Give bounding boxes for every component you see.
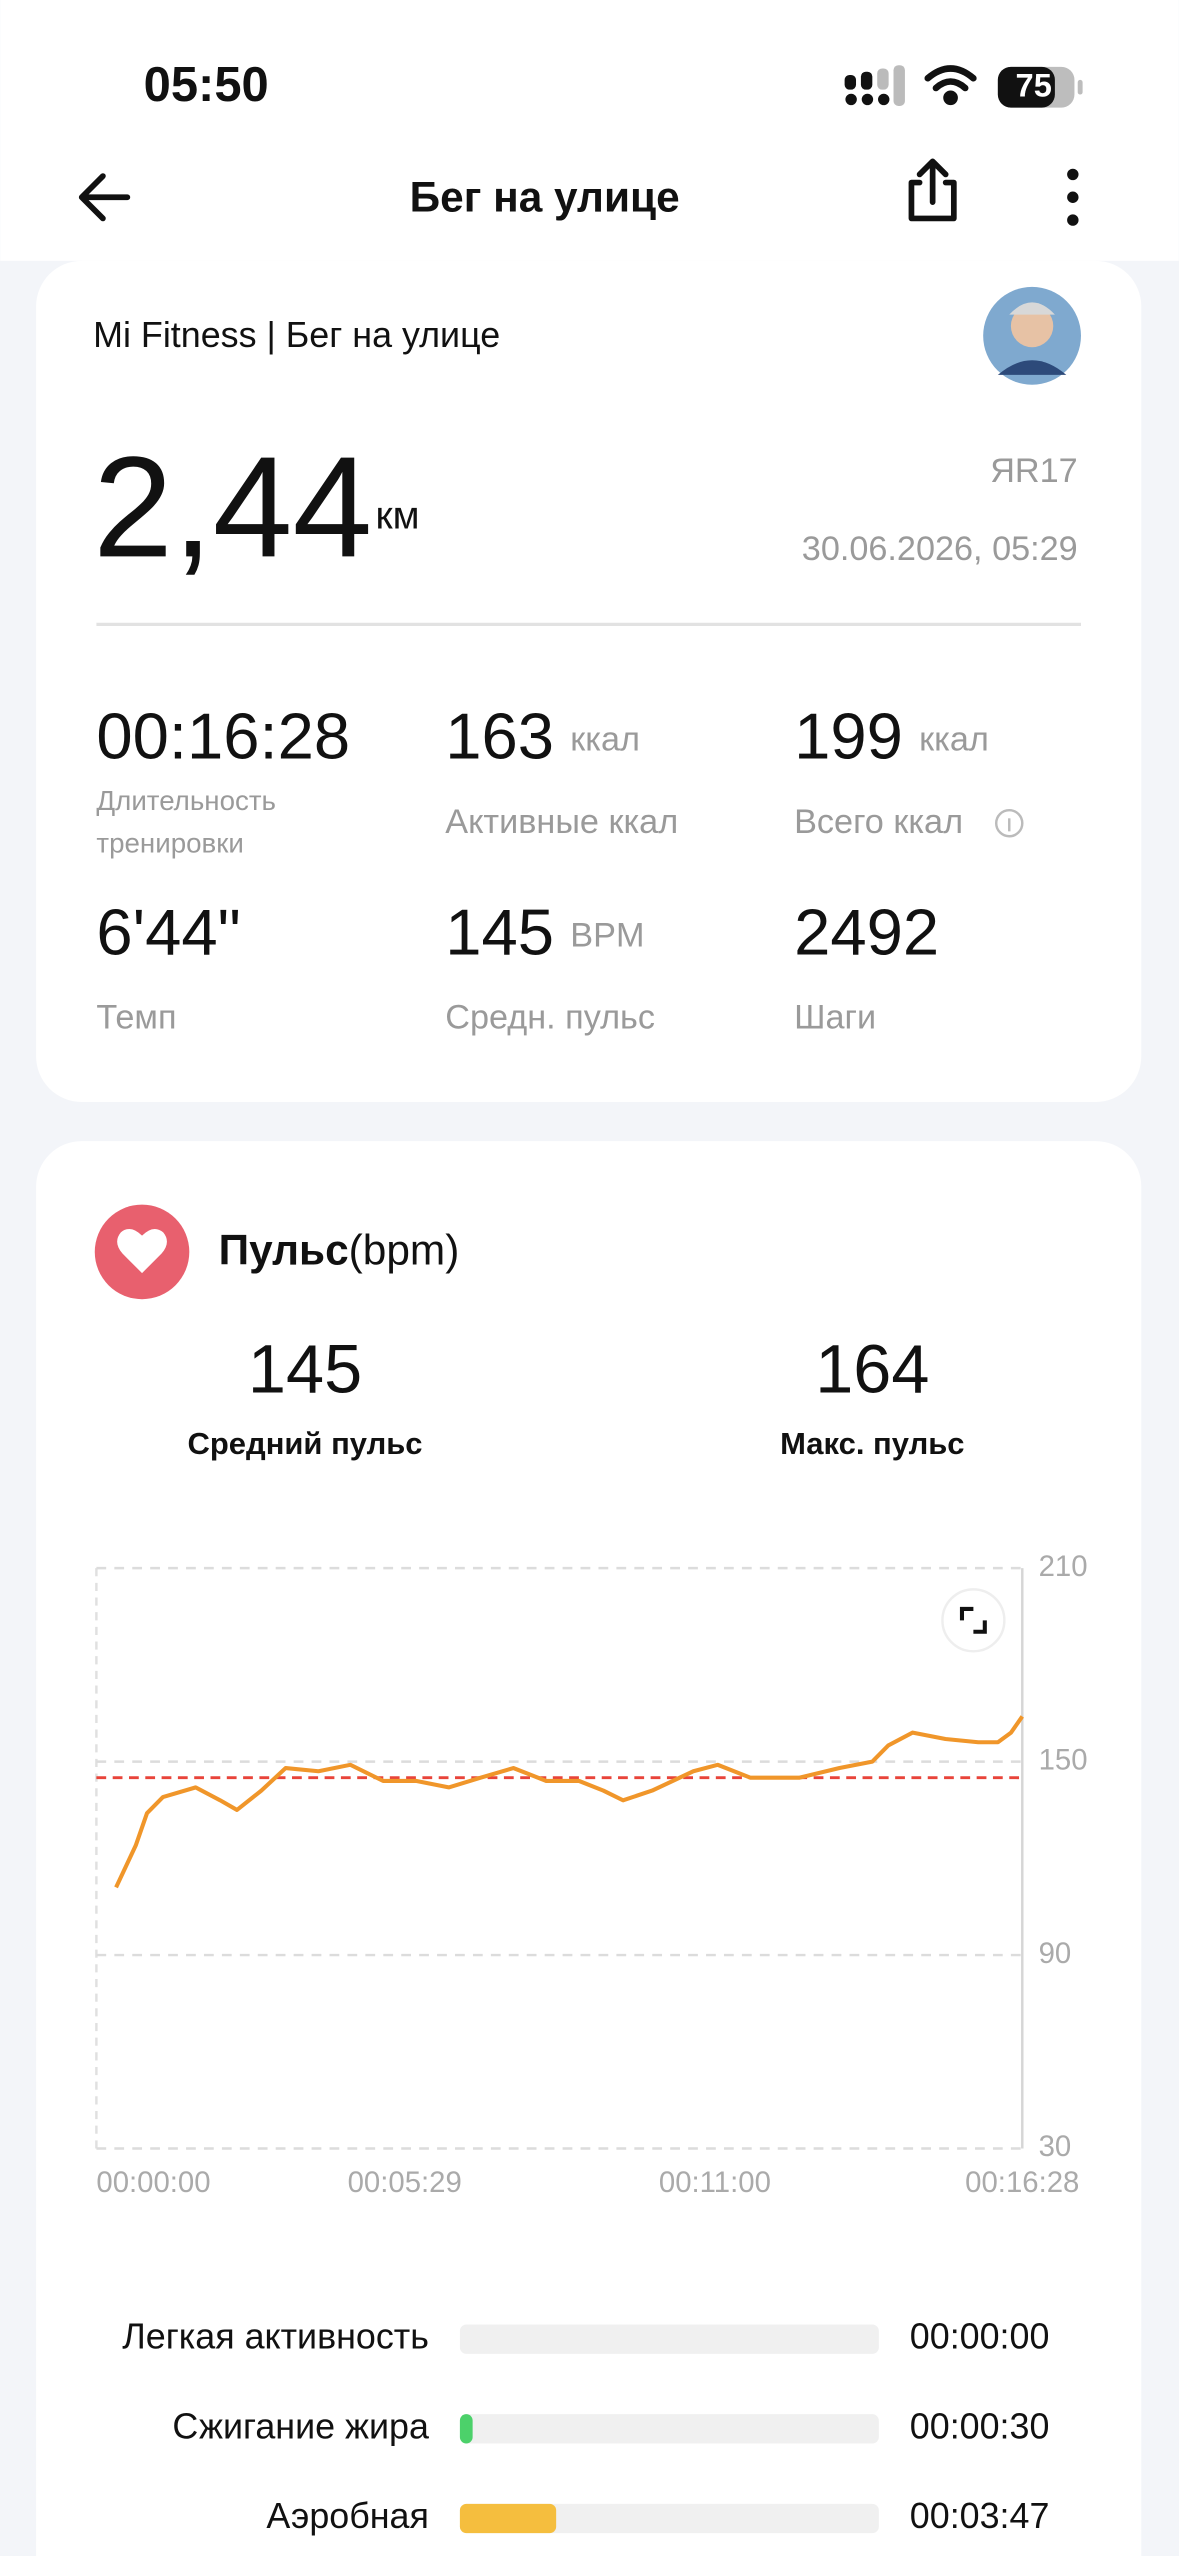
expand-button[interactable] <box>941 1588 1006 1653</box>
stat-label-box: Шаги <box>794 999 877 1037</box>
signal-icon <box>844 65 905 106</box>
x-tick-label: 00:11:00 <box>659 2166 771 2199</box>
stat-number: 6'44" <box>96 896 240 969</box>
x-tick-label: 00:16:28 <box>965 2166 1079 2199</box>
stat-label-box: Активные ккал <box>445 803 679 842</box>
zones: Легкая активность 00:00:00 Сжигание жира 00… <box>122 2317 1049 2536</box>
more-button[interactable] <box>1067 168 1079 226</box>
stat-label: Средн. пульс <box>445 999 656 1037</box>
zone-label: Аэробная <box>266 2496 429 2536</box>
stat-label: Активные ккал <box>445 803 679 842</box>
zone-label: Легкая активность <box>122 2317 429 2357</box>
max-hr-value: 164 <box>815 1330 929 1407</box>
share-button[interactable] <box>908 158 957 222</box>
stats-grid: 00:16:28 Длительность тренировки 163 ккал Ак… <box>96 700 1024 1037</box>
stat-number: 145 <box>445 896 554 969</box>
stat-value: 2492 <box>794 896 939 969</box>
stat-number: 199 <box>794 700 903 773</box>
y-tick-label: 210 <box>1039 1550 1088 1583</box>
stat-unit: BPM <box>570 916 644 954</box>
stat-number: 2492 <box>794 896 939 969</box>
stat-label-box: Всего ккал <box>794 803 964 842</box>
y-tick-label: 150 <box>1039 1743 1088 1776</box>
stat-label-box: Длительность тренировки <box>96 785 277 859</box>
zone-bar <box>459 2414 473 2444</box>
summary-card <box>36 260 1142 1102</box>
heart-rate-chart: 30 90 150 210 00:00:00 00:05:29 00:11:00 00:16:… <box>95 1550 1088 2199</box>
stat-unit: ккал <box>570 721 640 759</box>
x-tick-label: 00:05:29 <box>348 2166 462 2199</box>
stat-number: 163 <box>445 700 554 773</box>
zone-track <box>459 2324 879 2354</box>
datetime-text: 30.06.2026, 05:29 <box>802 530 1078 568</box>
stat-value: 199 ккал <box>794 700 989 773</box>
zone-bar <box>459 2503 557 2534</box>
y-tick-label: 90 <box>1039 1937 1072 1970</box>
zone-track <box>459 2503 879 2534</box>
zone-duration: 00:03:47 <box>910 2496 1050 2536</box>
info-icon <box>994 808 1024 838</box>
battery-tip <box>1077 79 1083 95</box>
page-title: Бег на улице <box>410 174 680 221</box>
y-tick-label: 30 <box>1039 2130 1072 2163</box>
distance-value: 2,44 км <box>93 427 419 587</box>
zone-track <box>459 2414 879 2444</box>
source-text: Mi Fitness | Бег на улице <box>93 315 500 355</box>
heart-rate-title: Пульс(bpm) <box>219 1227 460 1274</box>
heart-icon <box>117 1228 167 1274</box>
avg-hr-value: 145 <box>248 1330 362 1407</box>
zone-label: Сжигание жира <box>172 2406 429 2446</box>
avg-hr-label: Средний пульс <box>188 1426 423 1461</box>
stat-value: 145 BPM <box>445 896 644 969</box>
hr-line <box>114 1715 1024 1889</box>
zone-duration: 00:00:30 <box>910 2406 1050 2446</box>
device-text: ЯR17 <box>990 452 1078 490</box>
stat-value: 00:16:28 <box>96 700 350 773</box>
stat-value: 163 ккал <box>445 700 640 773</box>
stat-label: Всего ккал <box>794 803 964 842</box>
stat-value: 6'44" <box>96 896 240 969</box>
stat-label: Темп <box>96 999 177 1037</box>
heart-rate-card <box>36 1141 1142 2556</box>
zone-duration: 00:00:00 <box>910 2317 1050 2357</box>
stat-label-box: Темп <box>96 999 177 1037</box>
clock: 05:50 <box>144 58 269 112</box>
max-hr-label: Макс. пульс <box>780 1426 964 1461</box>
wifi-icon <box>924 65 977 106</box>
stat-number: 00:16:28 <box>96 700 350 773</box>
avatar <box>983 286 1081 385</box>
stat-label: Шаги <box>794 999 877 1037</box>
battery-level <box>997 66 1055 108</box>
stat-unit: ккал <box>919 721 989 759</box>
stat-label-box: Средн. пульс <box>445 999 656 1037</box>
battery-text: 75 <box>1016 67 1052 104</box>
back-button[interactable] <box>78 173 131 222</box>
x-tick-label: 00:00:00 <box>96 2166 210 2199</box>
stat-label: Длительность тренировки <box>96 785 277 859</box>
top-bar <box>0 0 1179 261</box>
